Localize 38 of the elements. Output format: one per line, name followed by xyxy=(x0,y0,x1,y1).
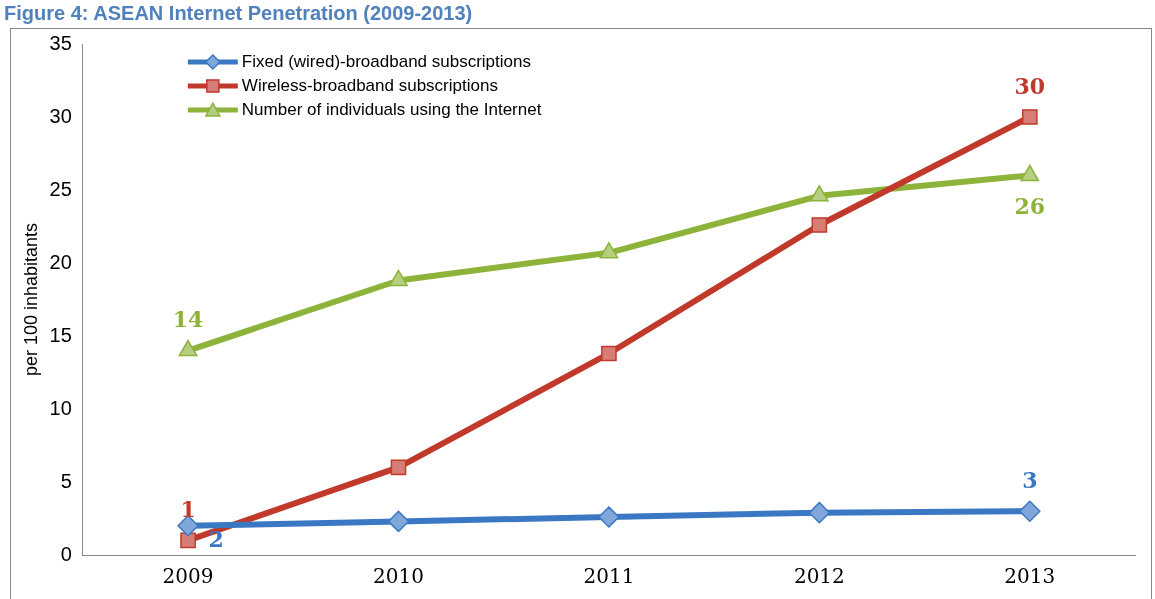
point xyxy=(808,501,831,524)
point xyxy=(809,185,829,202)
data-label: 30 xyxy=(1014,72,1046,99)
data-label: 1 xyxy=(180,496,196,523)
point xyxy=(390,459,407,476)
x-tick-label: 2009 xyxy=(162,564,214,589)
x-tick-label: 2010 xyxy=(373,564,424,589)
point xyxy=(178,339,198,357)
point xyxy=(389,269,408,287)
legend-label: Number of individuals using the Internet xyxy=(241,99,542,119)
point xyxy=(387,510,410,533)
y-tick-label: 35 xyxy=(49,31,72,54)
point xyxy=(1020,164,1040,182)
legend-label: Fixed (wired)-broadband subscriptions xyxy=(241,51,531,71)
point xyxy=(1019,500,1041,522)
legend-label: Wireless-broadband subscriptions xyxy=(241,75,498,95)
y-tick-label: 10 xyxy=(49,396,72,419)
y-tick-label: 20 xyxy=(49,250,72,273)
data-label: 3 xyxy=(1022,466,1038,493)
point xyxy=(601,345,617,362)
data-label: 2 xyxy=(208,525,224,552)
y-tick-label: 0 xyxy=(60,542,72,565)
x-tick-label: 2012 xyxy=(793,564,845,589)
point xyxy=(598,506,620,528)
x-tick-label: 2013 xyxy=(1004,564,1056,589)
x-tick-label: 2011 xyxy=(583,564,635,589)
y-tick-label: 15 xyxy=(49,323,72,346)
y-axis-title: per 100 inhabitants xyxy=(20,222,41,377)
point xyxy=(811,217,828,233)
data-label: 26 xyxy=(1014,193,1046,220)
point xyxy=(180,532,196,549)
y-tick-label: 25 xyxy=(49,177,72,200)
y-tick-label: 5 xyxy=(60,469,72,492)
point xyxy=(177,515,199,537)
point xyxy=(599,242,619,259)
chart-title: Figure 4: ASEAN Internet Penetration (2009-2013) xyxy=(4,2,474,26)
y-tick-label: 30 xyxy=(49,104,72,127)
data-label: 14 xyxy=(172,306,204,333)
